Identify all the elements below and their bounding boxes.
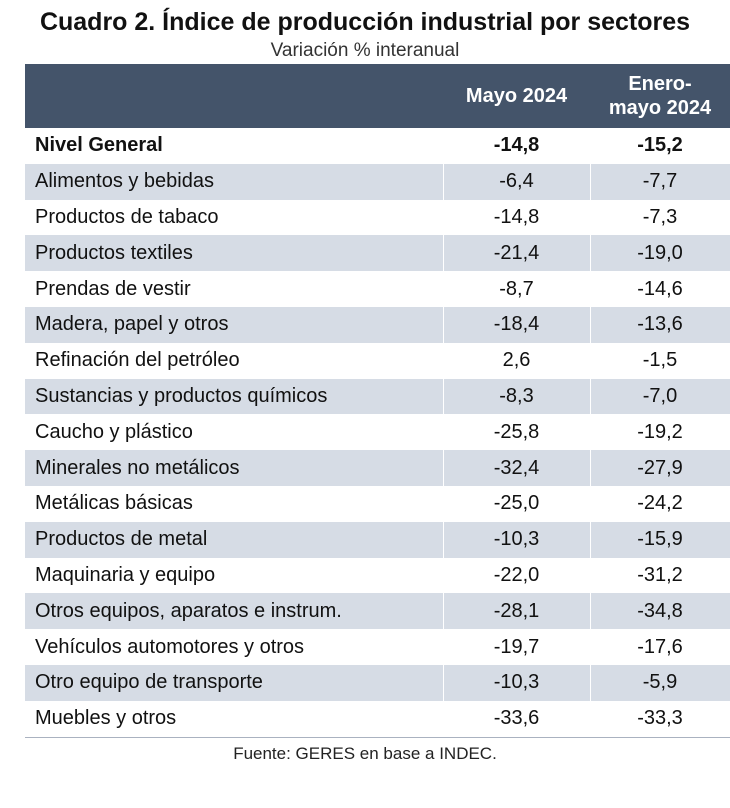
jan-may-2024-cell: -31,2 <box>590 557 730 594</box>
may-2024-cell: -8,7 <box>443 271 591 307</box>
table-subtitle: Variación % interanual <box>270 40 460 61</box>
sector-cell: Muebles y otros <box>25 700 444 738</box>
table-row: Maquinaria y equipo -22,0 -31,2 <box>25 557 730 594</box>
table-row: Refinación del petróleo 2,6 -1,5 <box>25 342 730 379</box>
may-2024-cell: -14,8 <box>443 199 591 236</box>
may-2024-cell: -10,3 <box>443 521 591 558</box>
sector-cell: Otros equipos, aparatos e instrum. <box>25 593 444 630</box>
sector-cell: Nivel General <box>25 128 444 164</box>
jan-may-2024-cell: -33,3 <box>590 700 730 738</box>
jan-may-2024-cell: -15,2 <box>590 128 730 164</box>
sector-cell: Alimentos y bebidas <box>25 163 444 200</box>
header-may-2024: Mayo 2024 <box>443 64 590 128</box>
table-row: Otros equipos, aparatos e instrum. -28,1-… <box>25 593 730 630</box>
sector-cell: Caucho y plástico <box>25 414 444 451</box>
table-row: Caucho y plástico -25,8 -19,2 <box>25 414 730 451</box>
table-row: Alimentos y bebidas -6,4 -7,7 <box>25 163 730 200</box>
jan-may-2024-cell: -14,6 <box>590 271 730 307</box>
production-table: Mayo 2024 Enero- mayo 2024 Nivel General… <box>25 64 730 738</box>
sector-cell: Prendas de vestir <box>25 271 444 307</box>
may-2024-cell: 2,6 <box>443 342 591 379</box>
sector-cell: Minerales no metálicos <box>25 450 444 486</box>
may-2024-cell: -19,7 <box>443 629 591 665</box>
table-row: Madera, papel y otros -18,4 -13,6 <box>25 306 730 343</box>
jan-may-2024-cell: -7,3 <box>590 199 730 236</box>
header-jan-may-line1: Enero- <box>628 73 692 95</box>
sector-cell: Vehículos automotores y otros <box>25 629 444 665</box>
may-2024-cell: -32,4 <box>443 450 591 486</box>
may-2024-cell: -25,0 <box>443 485 591 522</box>
table-row: Metálicas básicas -25,0 -24,2 <box>25 485 730 522</box>
sector-cell: Maquinaria y equipo <box>25 557 444 594</box>
jan-may-2024-cell: -5,9 <box>590 664 730 701</box>
jan-may-2024-cell: -27,9 <box>590 450 730 486</box>
sector-cell: Productos de metal <box>25 521 444 558</box>
jan-may-2024-cell: -24,2 <box>590 485 730 522</box>
jan-may-2024-cell: -34,8 <box>590 593 730 630</box>
may-2024-cell: -33,6 <box>443 700 591 738</box>
table-row: Productos de tabaco -14,8 -7,3 <box>25 199 730 236</box>
table-row: Vehículos automotores y otros -19,7 -17,6 <box>25 629 730 665</box>
table-title: Cuadro 2. Índice de producción industria… <box>39 8 691 36</box>
may-2024-cell: -8,3 <box>443 378 591 415</box>
may-2024-cell: -6,4 <box>443 163 591 200</box>
sector-cell: Otro equipo de transporte <box>25 664 444 701</box>
table-row: Minerales no metálicos -32,4 -27,9 <box>25 450 730 486</box>
may-2024-cell: -14,8 <box>443 128 591 164</box>
table-row: Productos textiles -21,4 -19,0 <box>25 235 730 272</box>
source-note: Fuente: GERES en base a INDEC. <box>233 743 497 763</box>
table-row: Muebles y otros -33,6 -33,3 <box>25 700 730 738</box>
jan-may-2024-cell: -7,0 <box>590 378 730 415</box>
may-2024-cell: -18,4 <box>443 306 591 343</box>
sector-cell: Madera, papel y otros <box>25 306 444 343</box>
table-row: Productos de metal -10,3 -15,9 <box>25 521 730 558</box>
table-row: Sustancias y productos químicos -8,3 -7,0 <box>25 378 730 415</box>
jan-may-2024-cell: -17,6 <box>590 629 730 665</box>
header-jan-may-2024: Enero- mayo 2024 <box>590 64 730 128</box>
jan-may-2024-cell: -7,7 <box>590 163 730 200</box>
table-header-row: Mayo 2024 Enero- mayo 2024 <box>25 64 730 128</box>
may-2024-cell: -10,3 <box>443 664 591 701</box>
sector-cell: Productos de tabaco <box>25 199 444 236</box>
table-row: Otro equipo de transporte -10,3 -5,9 <box>25 664 730 701</box>
may-2024-cell: -25,8 <box>443 414 591 451</box>
header-sector <box>25 64 443 128</box>
may-2024-cell: -22,0 <box>443 557 591 594</box>
may-2024-cell: -28,1 <box>443 593 591 630</box>
sector-cell: Sustancias y productos químicos <box>25 378 444 415</box>
jan-may-2024-cell: -1,5 <box>590 342 730 379</box>
jan-may-2024-cell: -13,6 <box>590 306 730 343</box>
sector-cell: Refinación del petróleo <box>25 342 444 379</box>
sector-cell: Productos textiles <box>25 235 444 272</box>
header-jan-may-line2: mayo 2024 <box>608 97 712 119</box>
jan-may-2024-cell: -15,9 <box>590 521 730 558</box>
jan-may-2024-cell: -19,2 <box>590 414 730 451</box>
jan-may-2024-cell: -19,0 <box>590 235 730 272</box>
may-2024-cell: -21,4 <box>443 235 591 272</box>
table-row: Prendas de vestir -8,7 -14,6 <box>25 271 730 307</box>
table-row: Nivel General -14,8 -15,2 <box>25 128 730 164</box>
sector-cell: Metálicas básicas <box>25 485 444 522</box>
